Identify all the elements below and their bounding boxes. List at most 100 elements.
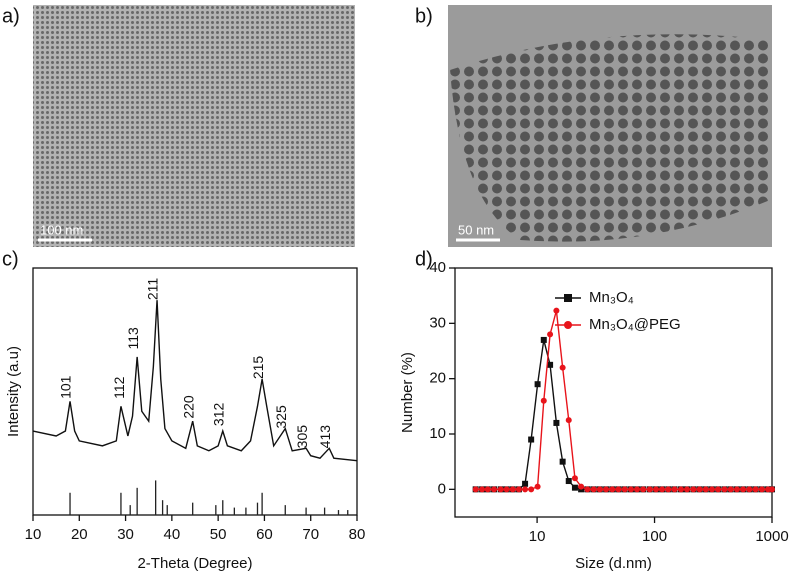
- series-line: [32, 300, 358, 462]
- x-tick-label: 100: [642, 528, 667, 545]
- x-tick-label: 20: [71, 526, 88, 543]
- marker: [615, 486, 622, 493]
- marker: [603, 486, 610, 493]
- marker: [671, 486, 678, 493]
- legend-label: Mn₃O₄: [589, 289, 634, 306]
- marker: [596, 486, 603, 493]
- peak-label: 113: [125, 327, 141, 350]
- y-tick-label: 20: [429, 370, 446, 387]
- legend-marker: [564, 321, 572, 329]
- marker: [708, 486, 715, 493]
- panel-label: b): [415, 5, 433, 27]
- x-tick-label: 10: [25, 526, 42, 543]
- tem-image: [33, 5, 355, 247]
- marker: [515, 486, 522, 493]
- marker: [769, 486, 775, 493]
- axes-frame: [32, 267, 358, 516]
- marker: [571, 484, 578, 491]
- marker: [584, 486, 591, 493]
- series-line: [475, 310, 772, 491]
- series-line: [475, 339, 772, 491]
- marker: [553, 307, 560, 314]
- peak-label: 101: [58, 375, 74, 399]
- panel-label: c): [2, 248, 19, 270]
- panel-label: d): [415, 248, 433, 270]
- x-tick-label: 30: [117, 526, 134, 543]
- marker: [528, 486, 535, 493]
- y-axis-label: Intensity (a.u): [5, 346, 22, 437]
- marker: [534, 483, 541, 490]
- x-axis-label: 2-Theta (Degree): [137, 555, 252, 572]
- scale-bar-label: 50 nm: [458, 222, 494, 237]
- marker: [646, 486, 653, 493]
- marker: [721, 486, 728, 493]
- marker: [733, 486, 740, 493]
- marker: [653, 486, 660, 493]
- peak-label: 220: [180, 395, 196, 419]
- marker: [540, 336, 547, 343]
- marker: [522, 486, 529, 493]
- marker: [547, 331, 554, 338]
- marker: [665, 486, 672, 493]
- marker: [540, 397, 547, 404]
- y-tick-label: 40: [429, 259, 446, 276]
- marker: [627, 486, 634, 493]
- marker: [553, 419, 560, 426]
- marker: [758, 486, 765, 493]
- x-tick-label: 70: [302, 526, 319, 543]
- peak-label: 413: [317, 425, 333, 449]
- marker: [547, 361, 554, 368]
- marker: [690, 486, 697, 493]
- legend-marker: [564, 294, 572, 302]
- peak-label: 211: [145, 278, 161, 301]
- x-tick-label: 1000: [755, 528, 788, 545]
- marker: [659, 486, 666, 493]
- marker: [559, 364, 566, 371]
- x-tick-label: 60: [256, 526, 273, 543]
- marker: [715, 486, 722, 493]
- y-tick-label: 10: [429, 425, 446, 442]
- marker: [559, 458, 566, 465]
- y-axis-label: Number (%): [399, 352, 416, 433]
- legend-label: Mn₃O₄@PEG: [589, 316, 681, 333]
- axes-frame: [454, 267, 773, 518]
- marker: [702, 486, 709, 493]
- marker: [746, 486, 753, 493]
- peak-label: 112: [111, 376, 127, 399]
- marker: [528, 436, 535, 443]
- x-tick-label: 40: [164, 526, 181, 543]
- marker: [565, 417, 572, 424]
- y-tick-label: 0: [438, 480, 446, 497]
- marker: [752, 486, 759, 493]
- marker: [578, 483, 585, 490]
- x-tick-label: 80: [349, 526, 366, 543]
- marker: [590, 486, 597, 493]
- x-axis-label: Size (d.nm): [575, 555, 652, 572]
- marker: [696, 486, 703, 493]
- marker: [571, 475, 578, 482]
- peak-label: 305: [294, 425, 310, 449]
- marker: [484, 486, 491, 493]
- marker: [678, 486, 685, 493]
- marker: [740, 486, 747, 493]
- tem-haze: [33, 5, 355, 247]
- peak-label: 325: [273, 405, 289, 429]
- marker: [491, 486, 498, 493]
- peak-label: 215: [250, 356, 266, 380]
- marker: [634, 486, 641, 493]
- marker: [534, 381, 541, 388]
- marker: [503, 486, 510, 493]
- marker: [565, 478, 572, 485]
- marker: [497, 486, 504, 493]
- peak-label: 312: [210, 403, 226, 427]
- particles: [450, 34, 770, 242]
- marker: [522, 480, 529, 487]
- x-tick-label: 50: [210, 526, 227, 543]
- marker: [509, 486, 516, 493]
- scale-bar-label: 100 nm: [40, 222, 83, 237]
- marker: [609, 486, 616, 493]
- x-tick-label: 10: [529, 528, 546, 545]
- panel-label: a): [2, 5, 20, 27]
- y-tick-label: 30: [429, 314, 446, 331]
